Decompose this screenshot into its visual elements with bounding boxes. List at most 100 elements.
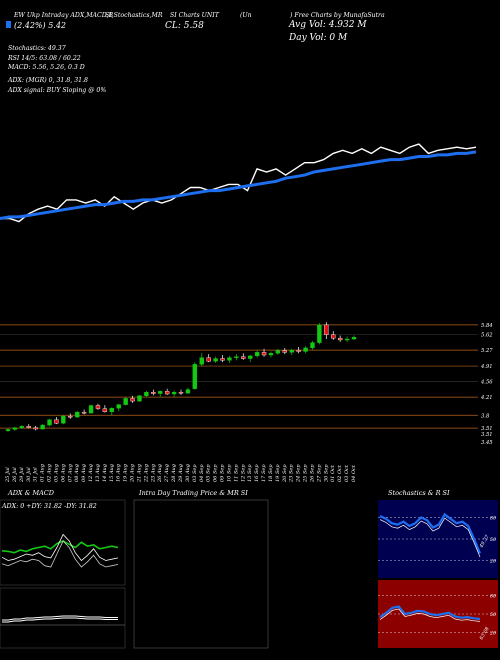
date-axis-label: 12 Aug [88, 464, 94, 482]
intraday-title: Intra Day Trading Price & MR SI [138, 489, 248, 497]
date-axis-label: 25 Jul [5, 467, 11, 483]
date-axis-label: 04 Sep [199, 464, 205, 482]
candle [33, 425, 38, 431]
date-axis-label: 26 Jul [12, 467, 18, 483]
candle [310, 340, 315, 350]
price-axis-label: 4.91 [480, 364, 493, 370]
candle [158, 390, 163, 397]
price-axis: 5.84 5.62 5.27 4.91 4.56 4.21 3.8 3.513.51 3.45 [480, 323, 493, 446]
date-axis-label: 11 Sep [233, 464, 239, 482]
date-axis-label: 19 Aug [123, 464, 129, 482]
candle [303, 346, 308, 354]
date-axis-label: 26 Aug [157, 464, 163, 483]
date-axis-label: 20 Sep [282, 464, 288, 483]
candle [317, 323, 322, 345]
date-axis-label: 26 Sep [309, 464, 315, 483]
date-axis-label: 02 Aug [47, 464, 53, 482]
candle [151, 389, 156, 396]
macd-lines [0, 615, 125, 626]
date-axis-label: 27 Sep [316, 464, 322, 483]
date-axis-label: 03 Oct [344, 464, 350, 482]
rsi-line [379, 605, 481, 621]
date-axis-label: 30 Sep [323, 464, 329, 482]
avg-vol: Avg Vol: 4.932 M [288, 20, 367, 30]
macd-readout: MACD: 5.56, 5.26, 0.3 D [7, 64, 85, 71]
date-axis-label: 04 Oct [351, 464, 357, 482]
price-axis-label: 4.56 [480, 380, 493, 386]
level-label: 50 [490, 537, 496, 543]
level-label: 80 [490, 515, 496, 521]
intraday-panel: Intra Day Trading Price & MR SI [133, 489, 269, 649]
candle [95, 403, 101, 410]
candle [282, 347, 287, 355]
candle [81, 409, 87, 415]
date-axis-label: 13 Aug [95, 464, 101, 482]
date-axis-label: 29 Jul [19, 467, 25, 483]
candle [234, 354, 239, 361]
candle [241, 353, 246, 360]
candle [213, 356, 218, 363]
candle [171, 390, 177, 397]
candle [227, 355, 232, 363]
legend-marker [6, 21, 11, 28]
candle [61, 415, 66, 425]
date-axis-label: 21 Aug [136, 464, 142, 483]
candle [130, 395, 135, 403]
adx-lines [1, 533, 119, 568]
intraday-panel-frame [133, 499, 269, 649]
date-axis-label: 25 Sep [303, 464, 309, 483]
date-axis-label: 01 Oct [330, 464, 336, 482]
date-axis-label: 24 Sep [296, 464, 302, 483]
candle [40, 424, 45, 430]
date-axis-label: 02 Oct [337, 464, 343, 482]
date-axis-label: 09 Aug [81, 464, 87, 482]
date-axis-label: 13 Sep [247, 464, 253, 482]
date-axis-label: 19 Sep [275, 464, 281, 482]
macd-line [2, 615, 118, 621]
top-trend-panel [0, 143, 477, 223]
price-axis-label: 5.62 [481, 333, 493, 339]
date-axis-label: 30 Aug [185, 464, 191, 482]
price-axis-label: 5.84 [481, 323, 493, 329]
date-axis-label: 23 Aug [150, 464, 156, 483]
price-axis-label: 3.45 [481, 440, 493, 446]
candle [199, 353, 204, 367]
price-axis-label: 3.8 [481, 413, 490, 419]
header: EW Ukp Intraday ADX,MACD,B SI,Stochastic… [6, 12, 385, 94]
header-right-title: ) Free Charts by MunafaSutra [289, 12, 385, 19]
candle [74, 410, 80, 418]
header-mid-title1: SI,Stochastics,MR [105, 12, 163, 19]
date-axis-label: 06 Aug [60, 464, 66, 482]
candle [268, 351, 274, 358]
date-axis-label: 18 Sep [268, 464, 274, 482]
date-axis: 25 Jul 26 Jul 29 Jul 30 Jul 31 Jul 01 Aug 02 A… [5, 464, 357, 483]
date-axis-label: 05 Aug [53, 464, 59, 482]
adx-signal-readout: ADX signal: BUY Sloping @ 0% [7, 87, 106, 94]
adx-plus-di-line [1, 533, 119, 562]
date-axis-label: 08 Aug [74, 464, 80, 482]
date-axis-label: 29 Aug [178, 464, 184, 483]
macd-signal-line [2, 617, 118, 623]
candle [47, 418, 52, 427]
candle [68, 413, 73, 419]
date-axis-label: 30 Jul [26, 467, 32, 482]
candle [54, 417, 59, 425]
level-label: 20 [489, 631, 496, 637]
adx-minus-di-line [1, 540, 119, 568]
stochastics-readout: Stochastics: 49.37 [8, 45, 66, 52]
close-label: CL: 5.58 [165, 21, 204, 31]
candle [164, 388, 170, 395]
stochastic-k-line [379, 512, 482, 554]
candle [344, 336, 350, 342]
candle [26, 424, 31, 429]
date-axis-label: 01 Aug [40, 464, 46, 482]
stochastic-d-line [379, 517, 481, 558]
candle [261, 348, 267, 357]
level-label: 20 [489, 559, 496, 565]
date-axis-label: 03 Sep [192, 464, 198, 482]
moving-average-line [0, 150, 477, 220]
candlestick-chart [5, 322, 357, 433]
adx-macd-title: ADX & MACD [7, 489, 55, 497]
adx-macd-panel: ADX & MACD ADX: 0 +DY: 31.82 -DY: 31.82 [0, 489, 126, 649]
